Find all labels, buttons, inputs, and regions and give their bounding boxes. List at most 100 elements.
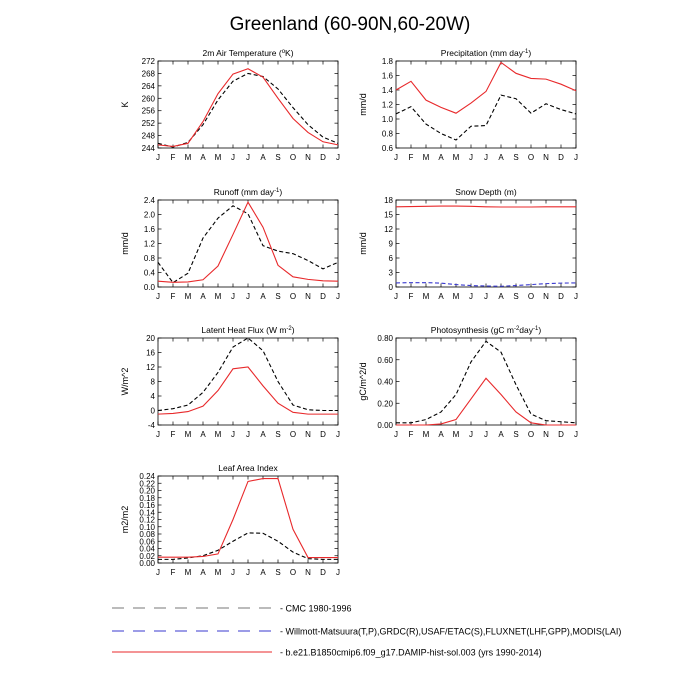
y-tick-label: 252	[142, 119, 156, 128]
x-tick-label: S	[513, 292, 518, 301]
x-tick-label: A	[200, 153, 206, 162]
x-tick-label: D	[320, 568, 326, 577]
x-tick-label: J	[336, 568, 340, 577]
x-tick-label: N	[305, 430, 311, 439]
x-tick-label: F	[409, 292, 414, 301]
y-axis-label: mm/d	[358, 93, 368, 116]
x-tick-label: J	[156, 292, 160, 301]
x-tick-label: O	[290, 568, 296, 577]
x-tick-label: O	[290, 153, 296, 162]
chart-title: Latent Heat Flux (W m-2)	[201, 325, 294, 335]
y-tick-label: 264	[142, 82, 156, 91]
x-tick-label: J	[394, 153, 398, 162]
y-tick-label: 12	[146, 363, 155, 372]
y-tick-label: 9	[389, 240, 394, 249]
x-tick-label: O	[528, 292, 534, 301]
legend-label: - CMC 1980-1996	[280, 604, 352, 614]
x-tick-label: J	[484, 153, 488, 162]
plot-frame	[395, 60, 577, 149]
x-tick-label: M	[423, 153, 430, 162]
x-tick-label: A	[498, 430, 504, 439]
x-tick-label: M	[185, 153, 192, 162]
y-tick-label: 0.20	[139, 487, 155, 496]
x-tick-label: S	[275, 153, 280, 162]
series-line-obs	[158, 532, 338, 560]
y-tick-label: 0	[389, 283, 394, 292]
x-tick-label: J	[231, 568, 235, 577]
x-tick-label: J	[469, 292, 473, 301]
y-tick-label: 244	[142, 144, 156, 153]
series-line-obs2	[395, 282, 577, 287]
y-tick-label: 0.16	[139, 501, 155, 510]
x-tick-label: S	[513, 430, 518, 439]
y-tick-label: 1.2	[144, 240, 156, 249]
y-tick-label: 0.10	[139, 523, 155, 532]
y-tick-label: 6	[389, 254, 394, 263]
x-tick-label: D	[558, 292, 564, 301]
x-tick-label: J	[336, 153, 340, 162]
series-line-obs	[157, 337, 338, 412]
y-tick-label: 12	[384, 225, 393, 234]
y-tick-label: 0.14	[139, 508, 155, 517]
x-tick-label: A	[200, 568, 206, 577]
x-tick-label: M	[423, 292, 430, 301]
x-tick-label: A	[438, 153, 444, 162]
y-tick-label: 0.04	[139, 545, 155, 554]
y-tick-label: 16	[146, 349, 155, 358]
y-axis-label: K	[120, 101, 130, 107]
x-tick-label: F	[171, 430, 176, 439]
x-tick-label: M	[185, 430, 192, 439]
x-tick-label: N	[305, 292, 311, 301]
chart-title: Snow Depth (m)	[455, 187, 517, 197]
plot-frame	[395, 337, 577, 426]
x-tick-label: O	[290, 430, 296, 439]
chart-title: Photosynthesis (gC m-2day-1)	[431, 325, 542, 335]
page-title: Greenland (60-90N,60-20W)	[230, 14, 471, 35]
x-tick-label: A	[498, 292, 504, 301]
y-axis-label: mm/d	[120, 232, 130, 255]
y-tick-label: 0.4	[144, 269, 156, 278]
y-tick-label: 20	[146, 334, 155, 343]
y-tick-label: 268	[142, 69, 156, 78]
x-tick-label: M	[185, 568, 192, 577]
y-axis-label: m2/m2	[120, 506, 130, 534]
y-tick-label: 1.6	[144, 225, 156, 234]
y-tick-label: 2.4	[144, 196, 156, 205]
chart-title: Leaf Area Index	[218, 463, 278, 473]
chart-panel: Photosynthesis (gC m-2day-1) gC/m^2/d 0.00…	[358, 325, 578, 439]
y-tick-label: 0.08	[139, 530, 155, 539]
chart-panel: 2m Air Temperature (oK) K 244 248 252 256 260 2…	[120, 48, 340, 162]
x-tick-label: O	[290, 292, 296, 301]
plot-frame	[395, 199, 577, 288]
x-tick-label: F	[409, 153, 414, 162]
y-tick-label: 2.0	[144, 211, 156, 220]
x-tick-label: J	[484, 430, 488, 439]
y-tick-label: 8	[151, 378, 156, 387]
x-tick-label: N	[305, 568, 311, 577]
y-tick-label: 0.60	[377, 356, 393, 365]
chart-title: Runoff (mm day-1)	[214, 187, 283, 197]
chart-title: Precipitation (mm day-1)	[441, 48, 532, 58]
x-tick-label: J	[469, 153, 473, 162]
x-tick-label: J	[574, 153, 578, 162]
series-line-model	[157, 366, 338, 415]
y-tick-label: -4	[148, 421, 156, 430]
y-tick-label: 0.12	[139, 516, 155, 525]
y-tick-label: 0.02	[139, 552, 155, 561]
x-tick-label: A	[498, 153, 504, 162]
x-tick-label: S	[513, 153, 518, 162]
x-tick-label: D	[320, 153, 326, 162]
y-tick-label: 0.8	[144, 254, 156, 263]
x-tick-label: A	[260, 568, 266, 577]
plot-frame	[157, 199, 339, 288]
x-tick-label: N	[543, 430, 549, 439]
y-tick-label: 1.8	[382, 57, 394, 66]
x-tick-label: J	[231, 430, 235, 439]
series-line-model	[157, 201, 339, 283]
x-tick-label: J	[336, 292, 340, 301]
y-tick-label: 4	[151, 392, 156, 401]
y-tick-label: 0.20	[377, 399, 393, 408]
series-line-model	[158, 477, 338, 559]
y-tick-label: 0.6	[382, 144, 394, 153]
x-tick-label: J	[574, 430, 578, 439]
